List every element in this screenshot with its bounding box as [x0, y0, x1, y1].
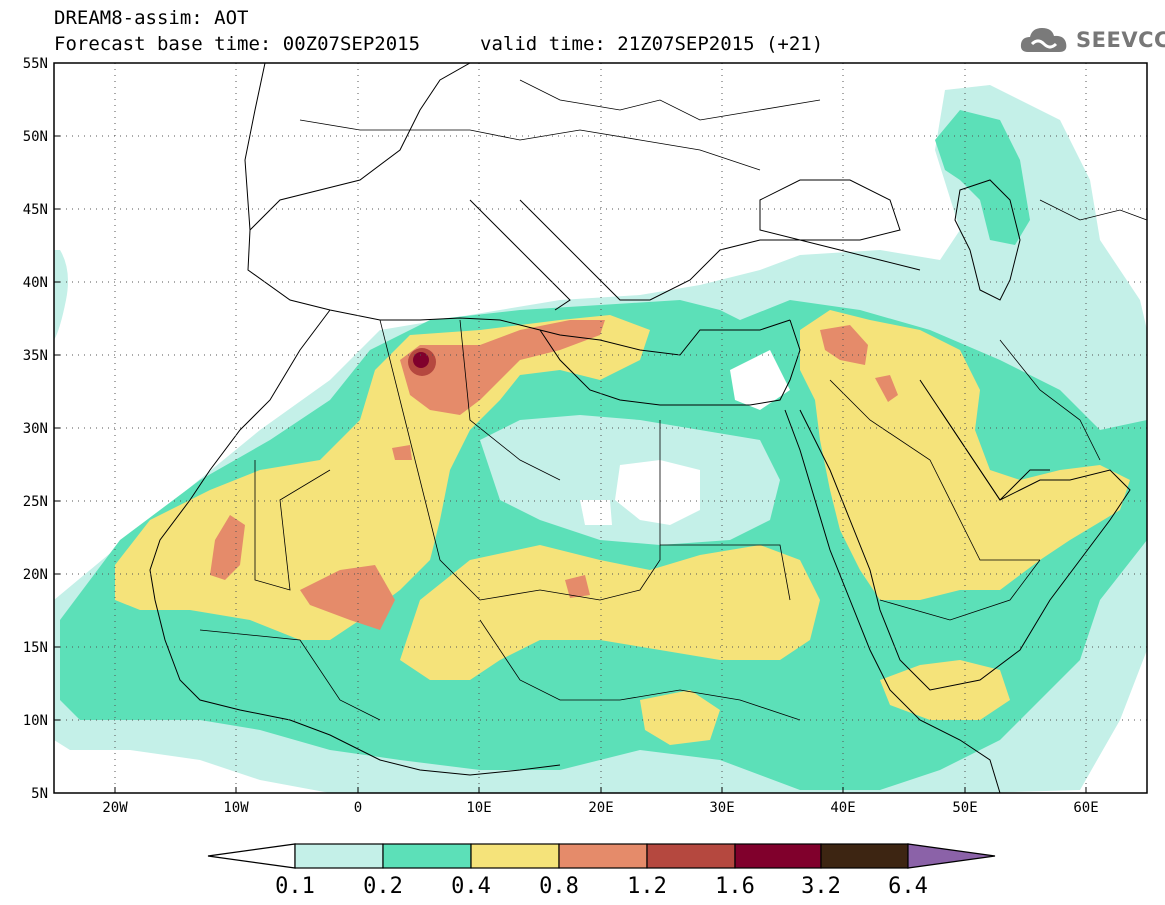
aot-band-0-4-sahel: [115, 315, 650, 640]
border-12: [1039, 199, 1147, 221]
colorbar: [207, 843, 996, 869]
colorbar-label: 1.6: [715, 874, 755, 899]
lat-label: 20N: [23, 567, 48, 583]
border-5: [199, 629, 381, 721]
lon-label: 0: [354, 800, 362, 816]
lat-label: 50N: [23, 129, 48, 145]
colorbar-segment: [820, 843, 909, 869]
lat-label: 15N: [23, 640, 48, 656]
lat-label: 5N: [31, 786, 48, 802]
coastlines: [149, 63, 1131, 793]
lat-label: 45N: [23, 202, 48, 218]
coast-black-sea: [759, 179, 901, 241]
lat-label: 55N: [23, 56, 48, 72]
borders: [199, 79, 1147, 721]
aot-band-0-4-south: [640, 690, 720, 745]
aot-band-0-8-iraq2: [875, 375, 898, 402]
aot-band-0-4-horn: [880, 660, 1010, 720]
aot-band-0-8-chad: [565, 575, 590, 598]
border-1: [254, 460, 331, 591]
colorbar-segment: [646, 843, 736, 869]
lat-label: 40N: [23, 275, 48, 291]
aot-band-1-6-hotspot: [413, 352, 429, 368]
colorbar-arrow-high: [907, 843, 996, 869]
border-9: [999, 339, 1101, 461]
border-8: [879, 559, 1041, 621]
colorbar-segment: [558, 843, 648, 869]
lon-label: 20W: [102, 800, 128, 816]
border-7: [829, 379, 1040, 561]
lat-label: 25N: [23, 494, 48, 510]
coast-atlantic: [149, 309, 561, 776]
map-title: DREAM8-assim: AOT: [54, 7, 249, 29]
aot-clear-white-2: [580, 500, 612, 525]
lon-label: 10E: [466, 800, 491, 816]
colorbar-label: 3.2: [801, 874, 841, 899]
colorbar-label: 6.4: [888, 874, 928, 899]
coast-libya-egypt: [539, 319, 801, 406]
coast-persian-gulf: [939, 409, 1050, 501]
seevccc-logo: SEEVCCC: [1018, 22, 1165, 58]
colorbar-labels: 0.1 0.2 0.4 0.8 1.2 1.6 3.2 6.4: [275, 874, 928, 899]
colorbar-segment: [382, 843, 472, 869]
coast-balkans: [519, 199, 921, 301]
colorbar-label: 0.4: [451, 874, 491, 899]
valid-time: valid time: 21Z07SEP2015 (+21): [480, 33, 824, 55]
coast-caspian: [954, 179, 1021, 301]
lat-label: 10N: [23, 713, 48, 729]
aot-band-0-8-mali: [300, 565, 395, 630]
colorbar-label: 0.2: [363, 874, 403, 899]
lon-labels: 20W 10W 0 10E 20E 30E 40E 50E 60E: [102, 800, 1098, 816]
border-3: [459, 319, 561, 481]
gridlines: [54, 63, 1147, 793]
axis-ticks: [54, 62, 1087, 794]
lon-label: 10W: [223, 800, 249, 816]
lat-labels: 55N 50N 45N 40N 35N 30N 25N 20N 15N 10N …: [23, 56, 48, 802]
colorbar-segment: [294, 843, 384, 869]
lon-label: 40E: [830, 800, 855, 816]
lat-label: 30N: [23, 421, 48, 437]
border-6: [479, 619, 801, 721]
aot-clear-white-3: [730, 350, 790, 410]
colorbar-segment: [734, 843, 822, 869]
aot-band-0-8-algeria: [400, 320, 605, 415]
border-10: [299, 119, 761, 171]
aot-clear-white-1: [615, 460, 700, 525]
border-2: [379, 319, 661, 601]
border-11: [519, 79, 821, 121]
lon-label: 20E: [588, 800, 613, 816]
cloud-logo-icon: [1020, 28, 1067, 52]
forecast-base-time: Forecast base time: 00Z07SEP2015: [54, 33, 421, 55]
aot-band-0-8-iraq: [820, 325, 868, 365]
aot-field: [54, 85, 1147, 793]
coast-europe: [249, 63, 471, 231]
colorbar-label: 1.2: [627, 874, 667, 899]
border-4: [660, 544, 791, 601]
aot-band-0-1-west: [54, 250, 68, 340]
colorbar-label: 0.8: [539, 874, 579, 899]
aot-band-0-8-sahara: [392, 445, 412, 460]
logo-text: SEEVCCC: [1076, 28, 1165, 52]
aot-band-0-2-caspian: [935, 110, 1030, 245]
colorbar-segment: [470, 843, 560, 869]
lon-label: 30E: [709, 800, 734, 816]
lon-label: 60E: [1073, 800, 1098, 816]
colorbar-label: 0.1: [275, 874, 315, 899]
coast-italy: [469, 199, 571, 311]
aot-band-0-4-central: [400, 545, 820, 680]
lon-label: 50E: [952, 800, 977, 816]
colorbar-arrow-low: [207, 843, 296, 869]
coast-red-sea: [784, 409, 1001, 793]
lat-label: 35N: [23, 348, 48, 364]
